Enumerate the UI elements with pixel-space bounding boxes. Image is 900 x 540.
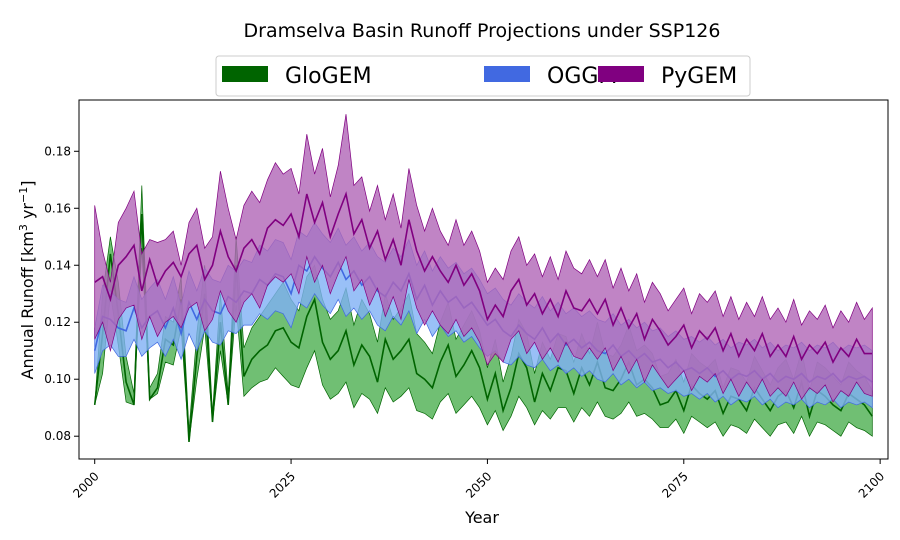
pygem-range-band xyxy=(94,114,873,403)
glogem-mean-line xyxy=(93,213,873,442)
plot-frame xyxy=(78,99,889,460)
y-axis-title-end: ] xyxy=(18,181,37,187)
x-tick-label: 2075 xyxy=(659,469,690,500)
y-axis-title-sup1: 3 xyxy=(17,224,30,231)
pygem-legend-label: PyGEM xyxy=(661,64,737,89)
pygem-mean-line xyxy=(94,191,873,364)
x-tick-label: 2050 xyxy=(463,469,494,500)
y-axis-title-sup2: −1 xyxy=(17,187,30,203)
y-tick-label: 0.12 xyxy=(44,315,71,329)
x-tick-label: 2025 xyxy=(267,469,298,500)
series-layer xyxy=(93,114,873,442)
y-tick-label: 0.16 xyxy=(44,201,71,215)
y-tick-label: 0.10 xyxy=(44,372,71,386)
y-tick-label: 0.14 xyxy=(44,258,71,272)
oggm-legend-swatch xyxy=(484,66,530,82)
chart-title: Dramselva Basin Runoff Projections under… xyxy=(244,20,721,42)
y-axis-title-mid: yr xyxy=(18,203,37,225)
x-tick-label: 2000 xyxy=(70,469,101,500)
y-tick-label: 0.08 xyxy=(44,429,71,443)
y-axis-title: Annual Runoff [km3 yr−1] xyxy=(17,181,37,380)
x-axis-title: Year xyxy=(464,508,499,527)
glogem-legend-label: GloGEM xyxy=(285,64,372,89)
y-tick-label: 0.18 xyxy=(44,144,71,158)
legend: GloGEM OGGM PyGEM xyxy=(215,55,751,97)
x-tick-label: 2100 xyxy=(856,469,887,500)
y-axis-title-main: Annual Runoff [km xyxy=(18,231,37,379)
glogem-legend-swatch xyxy=(222,66,268,82)
pygem-legend-swatch xyxy=(598,66,644,82)
